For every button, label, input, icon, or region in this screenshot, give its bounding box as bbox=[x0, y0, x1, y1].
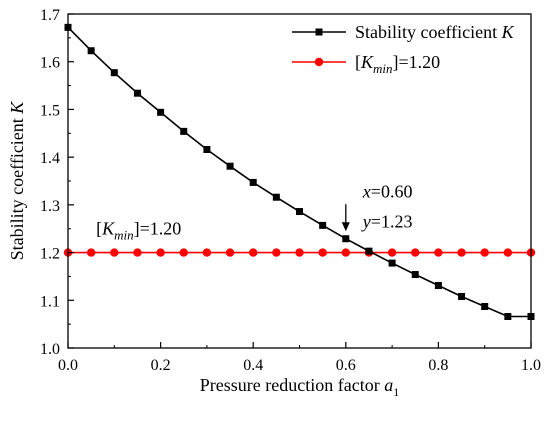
data-point bbox=[434, 248, 443, 257]
x-tick-label: 0.4 bbox=[243, 357, 263, 374]
data-point bbox=[133, 248, 142, 257]
data-point bbox=[272, 248, 281, 257]
data-point bbox=[180, 127, 188, 135]
data-point bbox=[133, 89, 141, 97]
y-tick-label: 1.3 bbox=[40, 198, 60, 215]
x-tick-label: 0.6 bbox=[336, 357, 356, 374]
data-point bbox=[342, 235, 350, 243]
axes-layer: 0.0 0.2 0.4 0.6 0.8 1.0 1.0 1.1 1.2 1.3 1.4 1.5 1.6 1… bbox=[7, 7, 541, 399]
y-tick-label: 1.6 bbox=[40, 55, 60, 72]
y-tick-label: 1.0 bbox=[40, 341, 60, 358]
data-point bbox=[86, 248, 96, 257]
callout-arrow-head bbox=[341, 222, 350, 232]
annotation-layer: x=0.60 y=1.23 [Kmin]=1.20 bbox=[96, 181, 412, 242]
legend-label: Stability coefficient K bbox=[355, 22, 515, 42]
data-point bbox=[458, 292, 466, 300]
data-point bbox=[203, 146, 211, 154]
data-point bbox=[341, 248, 350, 257]
callout-x-value: x=0.60 bbox=[362, 181, 413, 201]
data-point bbox=[365, 247, 373, 255]
data-point bbox=[226, 162, 234, 170]
legend-marker bbox=[314, 57, 324, 67]
y-tick-label: 1.2 bbox=[40, 246, 60, 263]
series-kmin bbox=[63, 248, 536, 257]
data-point bbox=[411, 271, 419, 279]
y-axis-label: Stability coefficient K bbox=[7, 101, 27, 261]
y-tick-label: 1.4 bbox=[40, 150, 60, 167]
x-tick-label: 0.2 bbox=[151, 357, 171, 374]
data-point bbox=[110, 248, 119, 257]
data-point bbox=[388, 259, 396, 267]
data-point bbox=[481, 302, 489, 310]
data-point bbox=[296, 208, 303, 216]
y-tick-label: 1.7 bbox=[40, 7, 60, 24]
legend-item: Stability coefficient K bbox=[292, 22, 515, 42]
data-point bbox=[457, 248, 466, 257]
y-tick-label: 1.5 bbox=[40, 102, 60, 119]
data-point bbox=[157, 108, 165, 116]
data-point bbox=[319, 221, 327, 229]
data-point bbox=[480, 248, 489, 257]
data-point bbox=[249, 248, 258, 257]
legend-item: [Kmin]=1.20 bbox=[292, 52, 440, 76]
x-axis-label: Pressure reduction factor a1 bbox=[200, 375, 399, 399]
series-layer bbox=[63, 23, 536, 321]
data-point bbox=[411, 248, 420, 257]
data-point bbox=[249, 178, 257, 186]
y-tick-label: 1.1 bbox=[40, 293, 60, 310]
data-point bbox=[179, 248, 188, 257]
kmin-line-label: [Kmin]=1.20 bbox=[96, 219, 181, 243]
data-point bbox=[272, 193, 280, 201]
data-point bbox=[434, 281, 442, 289]
callout-y-value: y=1.23 bbox=[361, 211, 413, 231]
data-point bbox=[156, 248, 165, 257]
data-point bbox=[225, 248, 235, 257]
data-point bbox=[202, 248, 212, 257]
x-tick-label: 1.0 bbox=[521, 357, 541, 374]
data-point bbox=[87, 47, 95, 55]
data-point bbox=[503, 248, 513, 257]
data-point bbox=[295, 248, 304, 257]
legend-label: [Kmin]=1.20 bbox=[355, 52, 440, 76]
x-tick-label: 0.0 bbox=[58, 357, 78, 374]
data-point bbox=[504, 313, 512, 321]
data-point bbox=[387, 248, 397, 257]
series-stability-coefficient bbox=[64, 23, 535, 321]
data-point bbox=[110, 69, 118, 77]
legend-marker bbox=[315, 28, 323, 36]
legend: Stability coefficient K [Kmin]=1.20 bbox=[292, 22, 515, 76]
data-point bbox=[318, 248, 327, 257]
x-tick-label: 0.8 bbox=[428, 357, 448, 374]
